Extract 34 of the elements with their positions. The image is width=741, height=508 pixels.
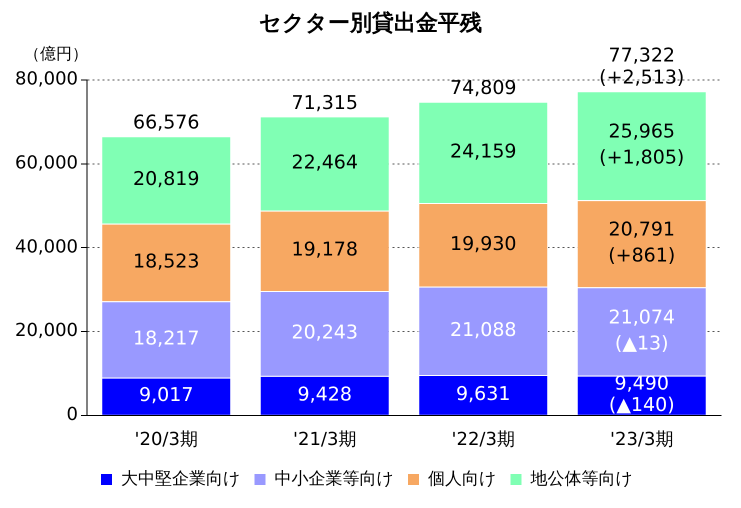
legend-label: 中小企業等向け <box>274 468 394 489</box>
data-label: 25,965 (+1,805) <box>599 120 684 169</box>
data-label: 19,178 <box>291 238 358 261</box>
y-tick-label: 80,000 <box>15 68 78 90</box>
total-label: 74,809 <box>450 77 516 100</box>
legend-label: 大中堅企業向け <box>121 468 240 489</box>
data-label: 21,088 <box>450 318 516 341</box>
y-tick-label: 20,000 <box>15 320 78 342</box>
y-tick-label: 0 <box>66 404 78 426</box>
data-label: 18,217 <box>132 327 200 350</box>
x-tick-label: '23/3期 <box>610 428 674 450</box>
y-axis-title: （億円） <box>24 44 88 65</box>
data-label: 22,464 <box>291 151 358 174</box>
data-label: 21,074 (▲13) <box>608 306 675 354</box>
total-label: 71,315 <box>291 92 358 114</box>
x-tick-label: '22/3期 <box>452 428 515 450</box>
legend-label: 地公体等向け <box>530 468 632 489</box>
chart-title: セクター別貸出金平残 <box>258 10 483 38</box>
x-tick-label: '20/3期 <box>134 428 198 450</box>
total-label: 77,322 (+2,513) <box>599 44 684 89</box>
data-label: 9,631 <box>456 382 510 405</box>
total-label: 66,576 <box>132 112 200 134</box>
data-label: 20,819 <box>132 168 200 190</box>
data-label: 9,428 <box>298 383 352 406</box>
x-tick-label: '21/3期 <box>293 428 356 450</box>
y-tick-label: 60,000 <box>15 152 78 174</box>
data-label: 19,930 <box>450 232 516 255</box>
data-label: 9,017 <box>139 384 194 406</box>
y-tick-label: 40,000 <box>15 236 78 258</box>
data-label: 20,791 (+861) <box>608 218 676 267</box>
legend-label: 個人向け <box>428 468 496 489</box>
data-label: 24,159 <box>450 140 516 162</box>
data-label: 18,523 <box>132 250 200 272</box>
data-label: 20,243 <box>291 321 358 344</box>
